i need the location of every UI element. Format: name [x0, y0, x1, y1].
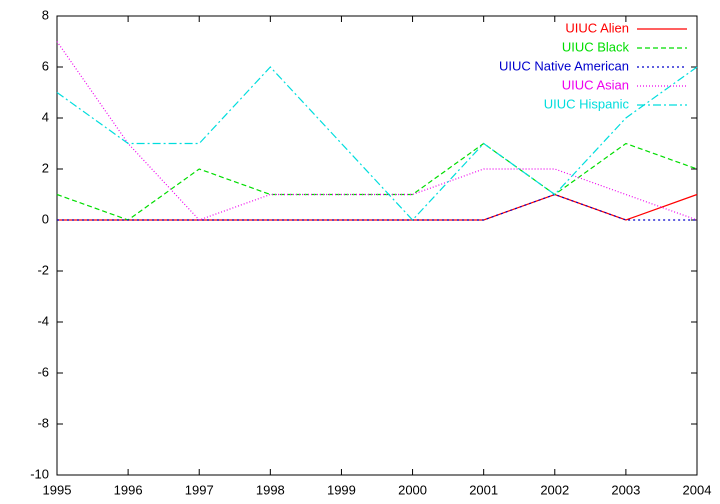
y-tick-label: 4 [42, 109, 49, 124]
series-line [56, 142, 698, 221]
x-tick-label: 1998 [256, 482, 285, 497]
x-tick-label: 2004 [683, 482, 712, 497]
series-line [57, 193, 698, 221]
x-tick-label: 1997 [185, 482, 214, 497]
legend-label: UIUC Alien [565, 20, 629, 35]
series-line [56, 66, 698, 221]
x-tick-label: 2003 [611, 482, 640, 497]
series-line [57, 193, 697, 221]
x-tick-label: 1995 [43, 482, 72, 497]
y-tick-label: 6 [42, 58, 49, 73]
y-tick-label: 0 [42, 211, 49, 226]
series-line [56, 41, 698, 221]
x-tick-label: 1996 [114, 482, 143, 497]
legend-label: UIUC Native American [499, 58, 629, 73]
legend-label: UIUC Hispanic [544, 96, 630, 111]
x-tick-label: 2000 [398, 482, 427, 497]
y-tick-label: -4 [37, 313, 49, 328]
y-tick-label: -10 [30, 466, 49, 481]
x-tick-label: 2001 [469, 482, 498, 497]
y-tick-label: -6 [37, 364, 49, 379]
y-tick-label: -8 [37, 415, 49, 430]
x-tick-label: 2002 [540, 482, 569, 497]
legend-label: UIUC Asian [562, 77, 629, 92]
plot-frame [56, 15, 698, 476]
y-tick-label: -2 [37, 262, 49, 277]
legend-label: UIUC Black [562, 39, 630, 54]
x-tick-label: 1999 [327, 482, 356, 497]
y-tick-label: 2 [42, 160, 49, 175]
y-tick-label: 8 [42, 7, 49, 22]
